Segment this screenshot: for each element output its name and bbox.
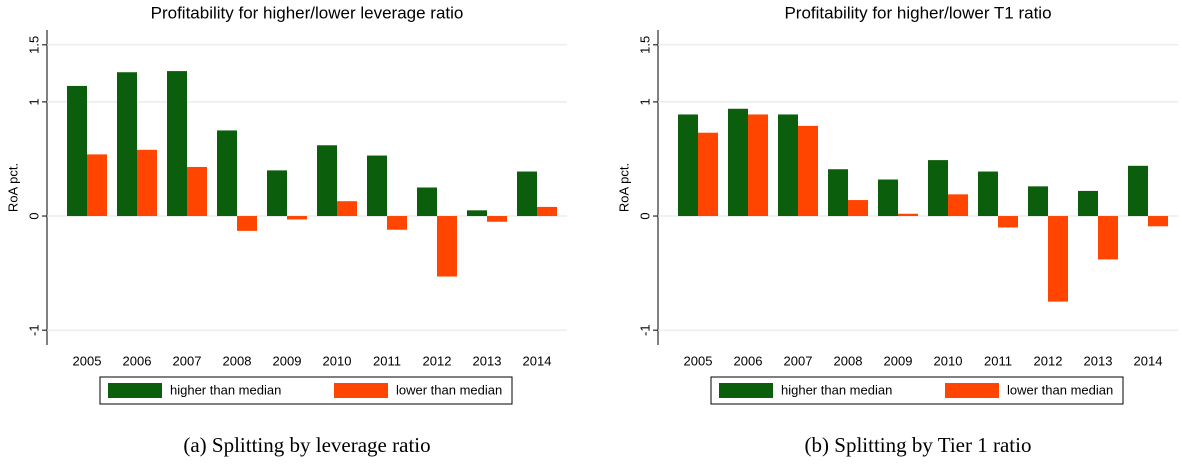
x-tick-label: 2007 bbox=[784, 353, 813, 368]
y-tick-label: 1.5 bbox=[26, 36, 41, 54]
bar bbox=[217, 130, 237, 217]
y-tick-label: -1 bbox=[637, 324, 652, 336]
x-tick-label: 2012 bbox=[423, 353, 452, 368]
bar bbox=[998, 216, 1018, 228]
chart-title: Profitability for higher/lower T1 ratio bbox=[784, 3, 1051, 22]
bar bbox=[417, 187, 437, 217]
caption: (a) Splitting by leverage ratio bbox=[183, 433, 430, 457]
bar bbox=[678, 114, 698, 217]
bar bbox=[1048, 216, 1068, 302]
bar bbox=[1128, 165, 1148, 217]
bar bbox=[1028, 186, 1048, 217]
x-tick-label: 2013 bbox=[473, 353, 502, 368]
bar bbox=[698, 132, 718, 217]
x-tick-label: 2011 bbox=[984, 353, 1012, 368]
bar bbox=[317, 145, 337, 217]
x-tick-label: 2006 bbox=[734, 353, 763, 368]
legend-box bbox=[710, 376, 1124, 405]
x-tick-label: 2008 bbox=[223, 353, 252, 368]
bar bbox=[728, 108, 748, 217]
bar bbox=[67, 85, 87, 217]
x-tick-label: 2010 bbox=[934, 353, 963, 368]
bar bbox=[517, 171, 537, 217]
legend-swatch bbox=[108, 383, 162, 398]
x-tick-label: 2005 bbox=[73, 353, 102, 368]
legend-swatch bbox=[334, 383, 388, 398]
x-tick-label: 2014 bbox=[1134, 353, 1163, 368]
y-tick-label: 1.5 bbox=[637, 36, 652, 54]
legend-swatch bbox=[719, 383, 773, 398]
bar bbox=[467, 210, 487, 217]
x-tick-label: 2008 bbox=[834, 353, 863, 368]
bar bbox=[1098, 216, 1118, 260]
y-tick-label: 0 bbox=[637, 212, 652, 219]
bar bbox=[748, 114, 768, 217]
bar bbox=[798, 125, 818, 217]
bar bbox=[848, 200, 868, 217]
bar bbox=[267, 170, 287, 217]
legend-box bbox=[99, 376, 513, 405]
legend-swatch bbox=[945, 383, 999, 398]
caption: (b) Splitting by Tier 1 ratio bbox=[805, 433, 1032, 457]
y-tick-label: 1 bbox=[26, 98, 41, 105]
bar bbox=[367, 155, 387, 217]
chart-title: Profitability for higher/lower leverage … bbox=[151, 3, 464, 22]
bar bbox=[928, 160, 948, 217]
y-axis-label: RoA pct. bbox=[5, 163, 20, 212]
x-tick-label: 2011 bbox=[373, 353, 401, 368]
bar bbox=[337, 201, 357, 217]
legend-label: lower than median bbox=[396, 382, 502, 397]
legend-label: lower than median bbox=[1007, 382, 1113, 397]
bar bbox=[537, 206, 557, 217]
bar bbox=[137, 149, 157, 217]
y-tick-label: 1 bbox=[637, 98, 652, 105]
bar bbox=[117, 72, 137, 217]
x-tick-label: 2014 bbox=[523, 353, 552, 368]
bar bbox=[387, 216, 407, 230]
x-tick-label: 2013 bbox=[1084, 353, 1113, 368]
bar bbox=[948, 194, 968, 217]
x-tick-label: 2007 bbox=[173, 353, 202, 368]
x-tick-label: 2009 bbox=[273, 353, 302, 368]
x-tick-label: 2010 bbox=[323, 353, 352, 368]
bar bbox=[487, 216, 507, 222]
x-tick-label: 2005 bbox=[684, 353, 713, 368]
bar bbox=[287, 216, 307, 220]
y-tick-label: -1 bbox=[26, 324, 41, 336]
bar bbox=[187, 166, 207, 217]
bar bbox=[237, 216, 257, 231]
y-axis-label: RoA pct. bbox=[616, 163, 631, 212]
bar bbox=[437, 216, 457, 277]
bar bbox=[898, 213, 918, 217]
bar bbox=[778, 114, 798, 217]
x-tick-label: 2012 bbox=[1034, 353, 1063, 368]
bar bbox=[978, 171, 998, 217]
bar bbox=[828, 169, 848, 217]
x-tick-label: 2006 bbox=[123, 353, 152, 368]
legend-label: higher than median bbox=[781, 382, 892, 397]
y-tick-label: 0 bbox=[26, 212, 41, 219]
bar bbox=[167, 71, 187, 217]
legend-label: higher than median bbox=[170, 382, 281, 397]
bar bbox=[87, 154, 107, 217]
bar bbox=[878, 179, 898, 217]
bar bbox=[1078, 190, 1098, 217]
bar bbox=[1148, 216, 1168, 227]
x-tick-label: 2009 bbox=[884, 353, 913, 368]
